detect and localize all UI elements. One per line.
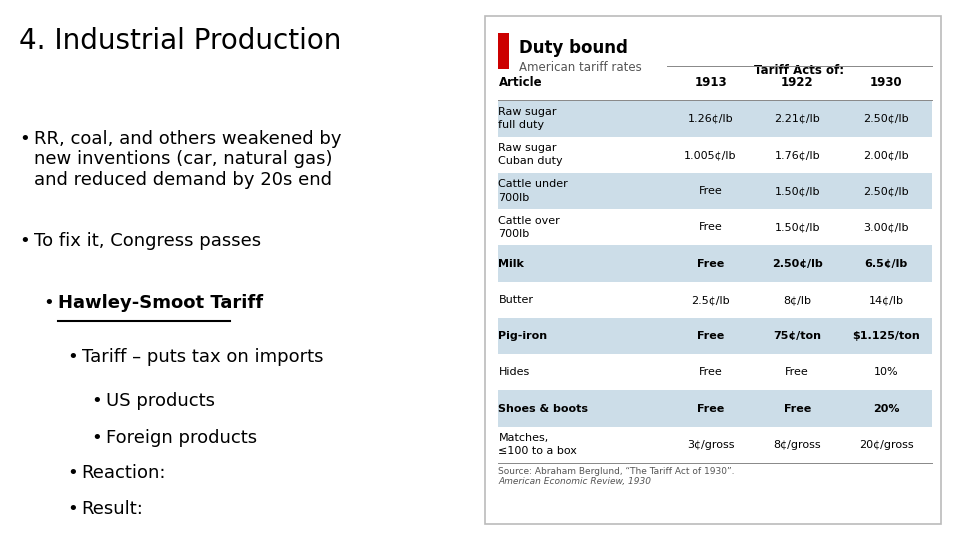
Text: Shoes & boots: Shoes & boots [498,403,588,414]
Text: 1.005¢/lb: 1.005¢/lb [684,150,736,160]
Text: 14¢/lb: 14¢/lb [869,295,903,305]
Text: Pig-iron: Pig-iron [498,331,547,341]
Text: Source: Abraham Berglund, “The Tariff Act of 1930”.: Source: Abraham Berglund, “The Tariff Ac… [498,467,735,476]
Text: 8¢/gross: 8¢/gross [774,440,821,450]
Text: ≤100 to a box: ≤100 to a box [498,447,577,456]
Text: •: • [19,232,30,250]
Text: 10%: 10% [874,367,899,377]
Text: To fix it, Congress passes: To fix it, Congress passes [34,232,261,250]
Text: $1.125/ton: $1.125/ton [852,331,920,341]
Text: 1.26¢/lb: 1.26¢/lb [687,113,733,124]
Text: American Economic Review, 1930: American Economic Review, 1930 [498,477,652,486]
Text: Article: Article [498,76,542,89]
Text: 8¢/lb: 8¢/lb [783,295,811,305]
Text: Cattle over: Cattle over [498,215,561,226]
Text: Matches,: Matches, [498,433,549,443]
Text: 20%: 20% [873,403,900,414]
Text: Hawley-Smoot Tariff: Hawley-Smoot Tariff [58,294,263,312]
Bar [498,318,931,354]
Text: Cattle under: Cattle under [498,179,568,190]
Bar [498,390,931,427]
Text: 1913: 1913 [694,76,727,89]
Text: 3¢/gross: 3¢/gross [686,440,734,450]
Text: full duty: full duty [498,120,544,130]
Text: 700lb: 700lb [498,193,530,202]
Text: Free: Free [697,259,724,268]
Text: Raw sugar: Raw sugar [498,143,557,153]
Text: Raw sugar: Raw sugar [498,107,557,117]
Text: Tariff Acts of:: Tariff Acts of: [755,64,845,77]
Text: 2.21¢/lb: 2.21¢/lb [775,113,820,124]
Text: 2.50¢/lb: 2.50¢/lb [772,259,823,268]
Text: 3.00¢/lb: 3.00¢/lb [863,222,909,232]
Text: 75¢/ton: 75¢/ton [773,331,821,341]
Text: RR, coal, and others weakened by
new inventions (car, natural gas)
and reduced d: RR, coal, and others weakened by new inv… [34,130,341,189]
Bar [498,246,931,282]
Text: 2.00¢/lb: 2.00¢/lb [863,150,909,160]
Text: •: • [67,500,78,517]
Text: 20¢/gross: 20¢/gross [859,440,913,450]
Text: 1.50¢/lb: 1.50¢/lb [775,222,820,232]
Text: •: • [91,392,102,409]
Text: Free: Free [697,331,724,341]
Text: Cuban duty: Cuban duty [498,157,564,166]
Bar [498,173,931,209]
Text: American tariff rates: American tariff rates [519,61,641,74]
Bar [498,33,509,70]
Text: Foreign products: Foreign products [106,429,256,447]
Text: US products: US products [106,392,215,409]
Bar [498,100,931,137]
Text: •: • [67,348,78,366]
Text: 700lb: 700lb [498,229,530,239]
Text: Milk: Milk [498,259,524,268]
Text: Reaction:: Reaction: [82,464,166,482]
Text: Result:: Result: [82,500,143,517]
Text: Hides: Hides [498,367,530,377]
Text: 1930: 1930 [870,76,902,89]
Text: Free: Free [785,367,809,377]
Text: Tariff – puts tax on imports: Tariff – puts tax on imports [82,348,324,366]
Text: 2.5¢/lb: 2.5¢/lb [691,295,730,305]
Text: Free: Free [783,403,811,414]
Text: 2.50¢/lb: 2.50¢/lb [863,113,909,124]
Text: Free: Free [699,186,722,196]
Text: Duty bound: Duty bound [519,39,628,57]
Text: 1.76¢/lb: 1.76¢/lb [775,150,820,160]
Text: Free: Free [699,367,722,377]
Text: 1922: 1922 [780,76,813,89]
Text: 2.50¢/lb: 2.50¢/lb [863,186,909,196]
Text: •: • [43,294,54,312]
Text: •: • [91,429,102,447]
Text: Butter: Butter [498,295,534,305]
Text: 6.5¢/lb: 6.5¢/lb [864,259,908,268]
Text: Free: Free [699,222,722,232]
FancyBboxPatch shape [485,16,941,524]
Text: 4. Industrial Production: 4. Industrial Production [19,27,342,55]
Text: 1.50¢/lb: 1.50¢/lb [775,186,820,196]
Text: •: • [19,130,30,147]
Text: Free: Free [697,403,724,414]
Text: •: • [67,464,78,482]
